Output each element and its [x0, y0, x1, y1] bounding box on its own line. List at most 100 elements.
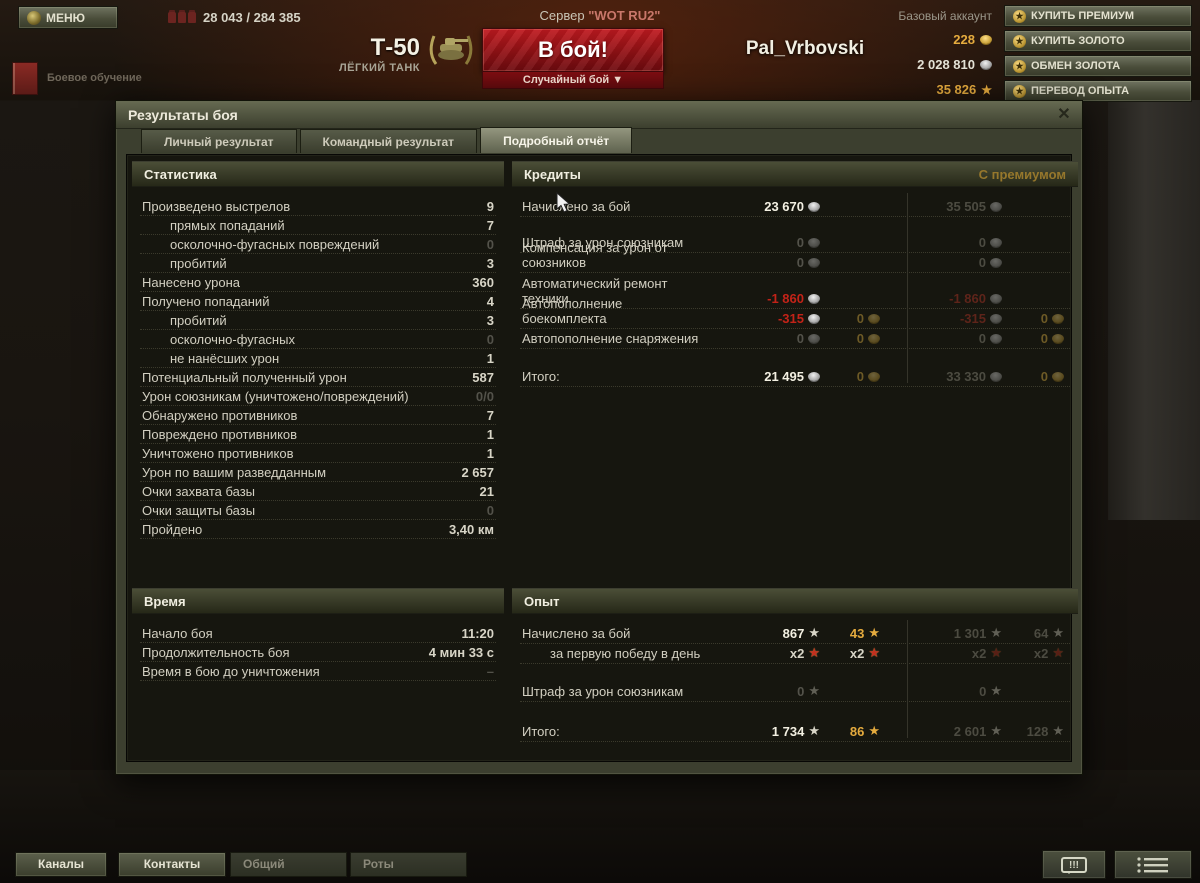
silver-icon: [808, 314, 820, 323]
contacts-button[interactable]: Контакты: [118, 852, 226, 877]
stat-label: не нанёсших урон: [170, 351, 280, 366]
value-row: Штраф за урон союзникам 0 0: [520, 233, 1070, 253]
value-cell: -315: [702, 311, 820, 326]
silver-icon: [990, 314, 1002, 323]
stat-label: Уничтожено противников: [142, 446, 294, 461]
speech-bubble-icon: !!!: [1061, 856, 1087, 874]
silver-icon: [990, 294, 1002, 303]
cell-value: 0: [1040, 369, 1048, 384]
silver-icon: [990, 238, 1002, 247]
menu-button[interactable]: МЕНЮ: [18, 6, 118, 29]
cell-value: 64: [1033, 625, 1049, 641]
gold-icon: [868, 334, 880, 343]
tank-type: ЛЁГКИЙ ТАНК: [338, 62, 420, 74]
training-book-icon: [12, 62, 38, 95]
dialog-title: Результаты боя: [116, 101, 1082, 129]
value-cell: 1 734: [702, 723, 820, 739]
stat-value: 1: [486, 427, 494, 442]
currency-button-3[interactable]: ★ ПЕРЕВОД ОПЫТА: [1004, 80, 1192, 102]
cell-value: 0: [979, 683, 987, 699]
cell-value: 128: [1026, 723, 1049, 739]
value-cell: 23 670: [702, 199, 820, 214]
stat-label: Очки защиты базы: [142, 503, 256, 518]
value-cell: 0: [820, 331, 880, 346]
stat-row: Урон по вашим разведданным 2 657: [140, 463, 496, 482]
cell-value: 2 601: [953, 723, 987, 739]
stat-row: Время в бою до уничтожения –: [140, 662, 496, 681]
gold-icon: [1052, 314, 1064, 323]
stat-value: 0/0: [475, 389, 494, 404]
gold-icon: [1052, 334, 1064, 343]
value-cell: x2: [1002, 645, 1064, 661]
chat-tab-roty[interactable]: Роты: [350, 852, 467, 877]
stat-label: Обнаружено противников: [142, 408, 298, 423]
time-header: Время: [132, 588, 504, 614]
tab-1[interactable]: Командный результат: [299, 129, 478, 153]
value-cell: 0: [910, 683, 1002, 699]
star-gold-icon: [868, 723, 880, 739]
channels-button[interactable]: Каналы: [15, 852, 107, 877]
value-row: Автоматический ремонт техники -1 860 -1 86…: [520, 276, 1070, 309]
free-xp-star-icon: ★: [981, 82, 992, 97]
cell-value: 867: [782, 625, 805, 641]
stat-row: осколочно-фугасных повреждений 0: [140, 235, 496, 254]
value-cell: -315: [910, 311, 1002, 326]
stat-value: 7: [486, 408, 494, 423]
silver-icon: [808, 258, 820, 267]
experience-header: Опыт: [512, 588, 1078, 614]
stat-row: Нанесено урона 360: [140, 273, 496, 292]
tab-2[interactable]: Подробный отчёт: [480, 127, 633, 153]
battle-mode-selector[interactable]: Случайный бой ▼: [482, 72, 664, 89]
cell-value: 1 301: [953, 625, 987, 641]
stat-value: 11:20: [461, 626, 494, 641]
notifications-button[interactable]: [1114, 850, 1192, 879]
value-cell: 0: [702, 683, 820, 699]
stat-value: 0: [486, 237, 494, 252]
battle-button[interactable]: В бой!: [482, 28, 664, 72]
battle-training[interactable]: Боевое обучение: [12, 62, 142, 95]
row-label: Компенсация за урон от союзников: [522, 240, 668, 270]
stat-label: Очки захвата базы: [142, 484, 256, 499]
silver-balance: 2 028 810: [872, 57, 992, 72]
value-row: Автопополнение боекомплекта -315 0 -315 0: [520, 296, 1070, 329]
value-row: за первую победу в день x2 x2 x2 x2: [520, 644, 1070, 664]
stat-row: Урон союзникам (уничтожено/повреждений) 0…: [140, 387, 496, 406]
row-label: Автоматический ремонт техники: [522, 276, 668, 306]
stat-label: прямых попаданий: [170, 218, 285, 233]
messages-button[interactable]: !!!: [1042, 850, 1106, 879]
row-label: Итого:: [522, 724, 560, 739]
currency-button-icon: ★: [1013, 59, 1026, 73]
silver-icon: [990, 202, 1002, 211]
stat-row: Получено попаданий 4: [140, 292, 496, 311]
row-label: Автопополнение снаряжения: [522, 331, 699, 346]
chat-tab-general[interactable]: Общий: [230, 852, 347, 877]
stat-row: Очки защиты базы 0: [140, 501, 496, 520]
cell-value: 86: [849, 723, 865, 739]
value-cell: -1 860: [910, 291, 1002, 306]
star-silver-icon: [808, 625, 820, 641]
currency-button-2[interactable]: ★ ОБМЕН ЗОЛОТА: [1004, 55, 1192, 77]
stat-row: прямых попаданий 7: [140, 216, 496, 235]
value-cell: x2: [702, 645, 820, 661]
stat-label: Пройдено: [142, 522, 203, 537]
star-silver-icon: [990, 723, 1002, 739]
value-cell: 0: [1002, 369, 1064, 384]
currency-button-1[interactable]: ★ КУПИТЬ ЗОЛОТО: [1004, 30, 1192, 52]
currency-button-0[interactable]: ★ КУПИТЬ ПРЕМИУМ: [1004, 5, 1192, 27]
credits-header: Кредиты С премиумом: [512, 161, 1078, 187]
stat-row: Повреждено противников 1: [140, 425, 496, 444]
stat-label: осколочно-фугасных: [170, 332, 295, 347]
silver-icon: [808, 294, 820, 303]
cell-value: 0: [796, 331, 804, 346]
experience-section: Опыт Начислено за бой 867 43 1 301 64 за перв…: [512, 588, 1078, 742]
silver-icon: [808, 202, 820, 211]
close-icon[interactable]: ✕: [1057, 106, 1071, 123]
stat-value: 7: [486, 218, 494, 233]
selected-tank: Т-50 ЛЁГКИЙ ТАНК: [250, 34, 420, 74]
stat-value: 21: [479, 484, 494, 499]
value-cell: 867: [702, 625, 820, 641]
tab-0[interactable]: Личный результат: [141, 129, 297, 153]
cell-value: 21 495: [764, 369, 804, 384]
stat-value: 3,40 км: [448, 522, 494, 537]
row-label: за первую победу в день: [550, 646, 701, 661]
